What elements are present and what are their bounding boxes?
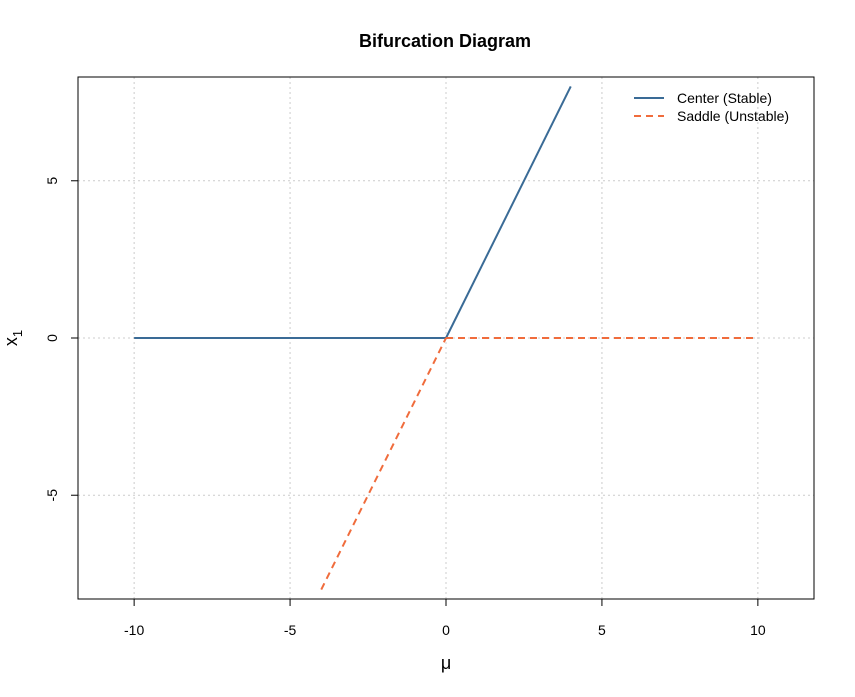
x-axis-label: μ	[441, 653, 451, 673]
y-axis: -5 0 5	[44, 177, 79, 502]
x-tick-label: 0	[442, 622, 450, 638]
series-lines	[134, 85, 758, 591]
y-tick-label: 0	[44, 334, 60, 342]
x-tick-label: -5	[284, 622, 297, 638]
y-axis-label-subscript: 1	[10, 330, 25, 337]
y-axis-label: x1	[1, 330, 25, 346]
y-tick-label: -5	[44, 489, 60, 502]
series-line	[445, 85, 572, 339]
chart-title: Bifurcation Diagram	[359, 31, 531, 51]
legend: Center (Stable) Saddle (Unstable)	[634, 90, 789, 124]
x-tick-label: -10	[124, 622, 144, 638]
x-tick-label: 10	[750, 622, 766, 638]
y-axis-label-main: x	[1, 337, 21, 346]
y-tick-label: 5	[44, 177, 60, 185]
x-axis: -10 -5 0 5 10	[124, 598, 766, 638]
series-line	[320, 337, 447, 591]
legend-label: Saddle (Unstable)	[677, 108, 789, 124]
legend-label: Center (Stable)	[677, 90, 772, 106]
x-tick-label: 5	[598, 622, 606, 638]
